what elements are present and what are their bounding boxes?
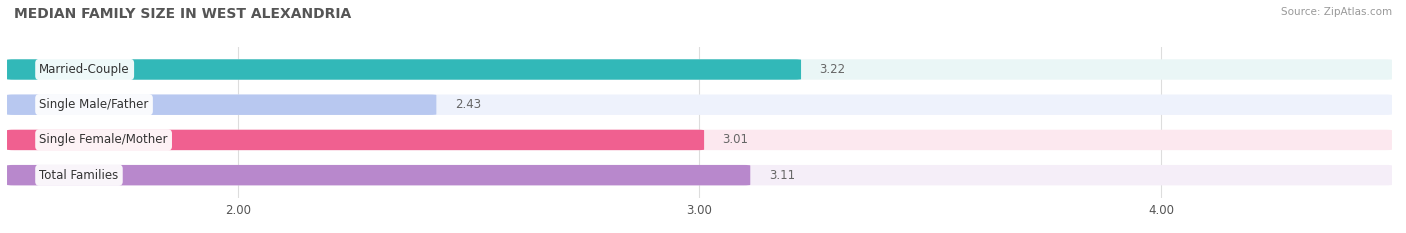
- FancyBboxPatch shape: [7, 59, 801, 80]
- Text: MEDIAN FAMILY SIZE IN WEST ALEXANDRIA: MEDIAN FAMILY SIZE IN WEST ALEXANDRIA: [14, 7, 352, 21]
- FancyBboxPatch shape: [7, 130, 1392, 150]
- FancyBboxPatch shape: [7, 95, 1392, 115]
- Text: Source: ZipAtlas.com: Source: ZipAtlas.com: [1281, 7, 1392, 17]
- Text: 3.11: 3.11: [769, 169, 794, 182]
- FancyBboxPatch shape: [7, 59, 1392, 80]
- Text: Single Female/Mother: Single Female/Mother: [39, 134, 167, 146]
- Text: Total Families: Total Families: [39, 169, 118, 182]
- Text: Single Male/Father: Single Male/Father: [39, 98, 149, 111]
- Text: 3.01: 3.01: [723, 134, 748, 146]
- FancyBboxPatch shape: [7, 165, 1392, 185]
- Text: 3.22: 3.22: [820, 63, 845, 76]
- FancyBboxPatch shape: [7, 130, 704, 150]
- FancyBboxPatch shape: [7, 95, 436, 115]
- Text: Married-Couple: Married-Couple: [39, 63, 129, 76]
- Text: 2.43: 2.43: [454, 98, 481, 111]
- FancyBboxPatch shape: [7, 165, 751, 185]
